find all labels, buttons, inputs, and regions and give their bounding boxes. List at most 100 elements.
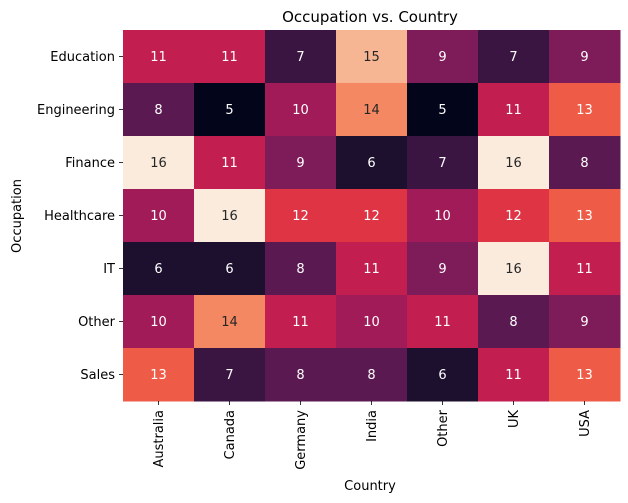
heatmap-cell-value: 12	[363, 209, 380, 224]
x-axis-label: Country	[344, 479, 396, 494]
heatmap-cell-value: 13	[576, 368, 593, 383]
heatmap-cell-value: 16	[505, 156, 522, 171]
heatmap-cell-value: 10	[363, 315, 380, 330]
heatmap-cell	[407, 83, 479, 137]
heatmap-cell	[336, 83, 408, 137]
heatmap-cell-value: 8	[367, 368, 375, 383]
heatmap-cell-value: 6	[367, 156, 375, 171]
heatmap-cell	[478, 295, 550, 349]
heatmap-cell	[265, 30, 337, 84]
heatmap-cell	[123, 136, 195, 190]
heatmap-cell-value: 16	[150, 156, 167, 171]
heatmap-cell	[265, 189, 337, 243]
x-tick-label: Other	[436, 409, 451, 447]
heatmap-cell	[549, 136, 621, 190]
heatmap-cell-value: 11	[363, 262, 380, 277]
heatmap-cell-value: 9	[438, 262, 446, 277]
heatmap-cell-value: 12	[292, 209, 309, 224]
heatmap-cell-value: 14	[221, 315, 238, 330]
heatmap-cell	[549, 83, 621, 137]
heatmap-cell	[194, 83, 266, 137]
heatmap-cell	[123, 30, 195, 84]
heatmap-cell	[407, 136, 479, 190]
heatmap-cell	[265, 295, 337, 349]
heatmap-cell-value: 8	[509, 315, 517, 330]
heatmap-cell-value: 6	[225, 262, 233, 277]
y-tick-label: Engineering	[37, 103, 115, 118]
heatmap-cell	[265, 83, 337, 137]
heatmap-cell	[123, 242, 195, 296]
heatmap-cell-value: 11	[434, 315, 451, 330]
heatmap-cell	[123, 83, 195, 137]
chart-title: Occupation vs. Country	[282, 8, 458, 26]
heatmap-cell	[407, 30, 479, 84]
heatmap-cell	[194, 30, 266, 84]
heatmap-cells	[123, 30, 621, 402]
heatmap-cell-labels: 11 11 7 15 9 7 9 8 5 10 14 5 11 13 16 11 9 6 7 16 8 10 16 12 12 1…	[150, 50, 593, 383]
heatmap-cell	[194, 295, 266, 349]
heatmap-cell	[549, 30, 621, 84]
heatmap-cell-value: 13	[576, 209, 593, 224]
heatmap-cell-value: 9	[580, 50, 588, 65]
x-tick-label: India	[365, 410, 380, 442]
heatmap-cell-value: 15	[363, 50, 380, 65]
heatmap-cell-value: 12	[505, 209, 522, 224]
heatmap-cell-value: 6	[154, 262, 162, 277]
heatmap-cell	[194, 136, 266, 190]
y-tick-label: IT	[103, 262, 115, 277]
y-tick-label: Other	[78, 315, 116, 330]
x-tick-label: Germany	[294, 410, 309, 470]
heatmap-cell-value: 11	[505, 103, 522, 118]
heatmap-cell-value: 8	[296, 262, 304, 277]
heatmap-cell	[478, 242, 550, 296]
heatmap-cell-value: 10	[434, 209, 451, 224]
heatmap-cell-value: 16	[221, 209, 238, 224]
heatmap-cell-value: 13	[150, 368, 167, 383]
heatmap-cell	[549, 295, 621, 349]
heatmap-cell	[336, 348, 408, 402]
heatmap-cell-value: 11	[505, 368, 522, 383]
heatmap-cell	[407, 242, 479, 296]
heatmap-cell	[336, 136, 408, 190]
y-tick-label: Finance	[65, 156, 115, 171]
heatmap-cell-value: 16	[505, 262, 522, 277]
heatmap-cell	[336, 295, 408, 349]
heatmap-cell-value: 8	[154, 103, 162, 118]
heatmap-cell-value: 8	[296, 368, 304, 383]
heatmap-cell-value: 9	[296, 156, 304, 171]
heatmap-cell	[478, 348, 550, 402]
heatmap-cell	[194, 348, 266, 402]
heatmap-cell	[123, 295, 195, 349]
x-tick-label: UK	[507, 410, 522, 429]
heatmap-cell	[336, 30, 408, 84]
heatmap-cell-value: 11	[150, 50, 167, 65]
heatmap-cell-value: 9	[580, 315, 588, 330]
heatmap-cell	[265, 136, 337, 190]
heatmap-cell	[265, 348, 337, 402]
heatmap-cell-value: 11	[221, 156, 238, 171]
y-axis-label: Occupation	[10, 179, 25, 253]
heatmap-cell-value: 7	[509, 50, 517, 65]
y-axis-ticks: Education Engineering Finance Healthcare IT O…	[37, 50, 123, 383]
x-axis-ticks: Australia Canada Germany India Other UK USA	[152, 401, 593, 470]
heatmap-cell	[336, 189, 408, 243]
heatmap-cell	[336, 242, 408, 296]
heatmap-cell	[407, 189, 479, 243]
heatmap-cell-value: 10	[150, 209, 167, 224]
heatmap-cell	[478, 189, 550, 243]
heatmap-cell-value: 11	[576, 262, 593, 277]
x-tick-label: Canada	[223, 410, 238, 459]
x-tick-label: USA	[578, 410, 593, 437]
heatmap-cell-value: 11	[221, 50, 238, 65]
heatmap-cell	[407, 295, 479, 349]
heatmap-cell-value: 5	[225, 103, 233, 118]
heatmap-cell	[549, 189, 621, 243]
heatmap-cell-value: 8	[580, 156, 588, 171]
y-tick-label: Education	[50, 50, 115, 65]
heatmap-cell-value: 14	[363, 103, 380, 118]
heatmap-cell	[549, 348, 621, 402]
heatmap-cell	[478, 136, 550, 190]
heatmap-cell	[194, 189, 266, 243]
heatmap-cell-value: 7	[225, 368, 233, 383]
